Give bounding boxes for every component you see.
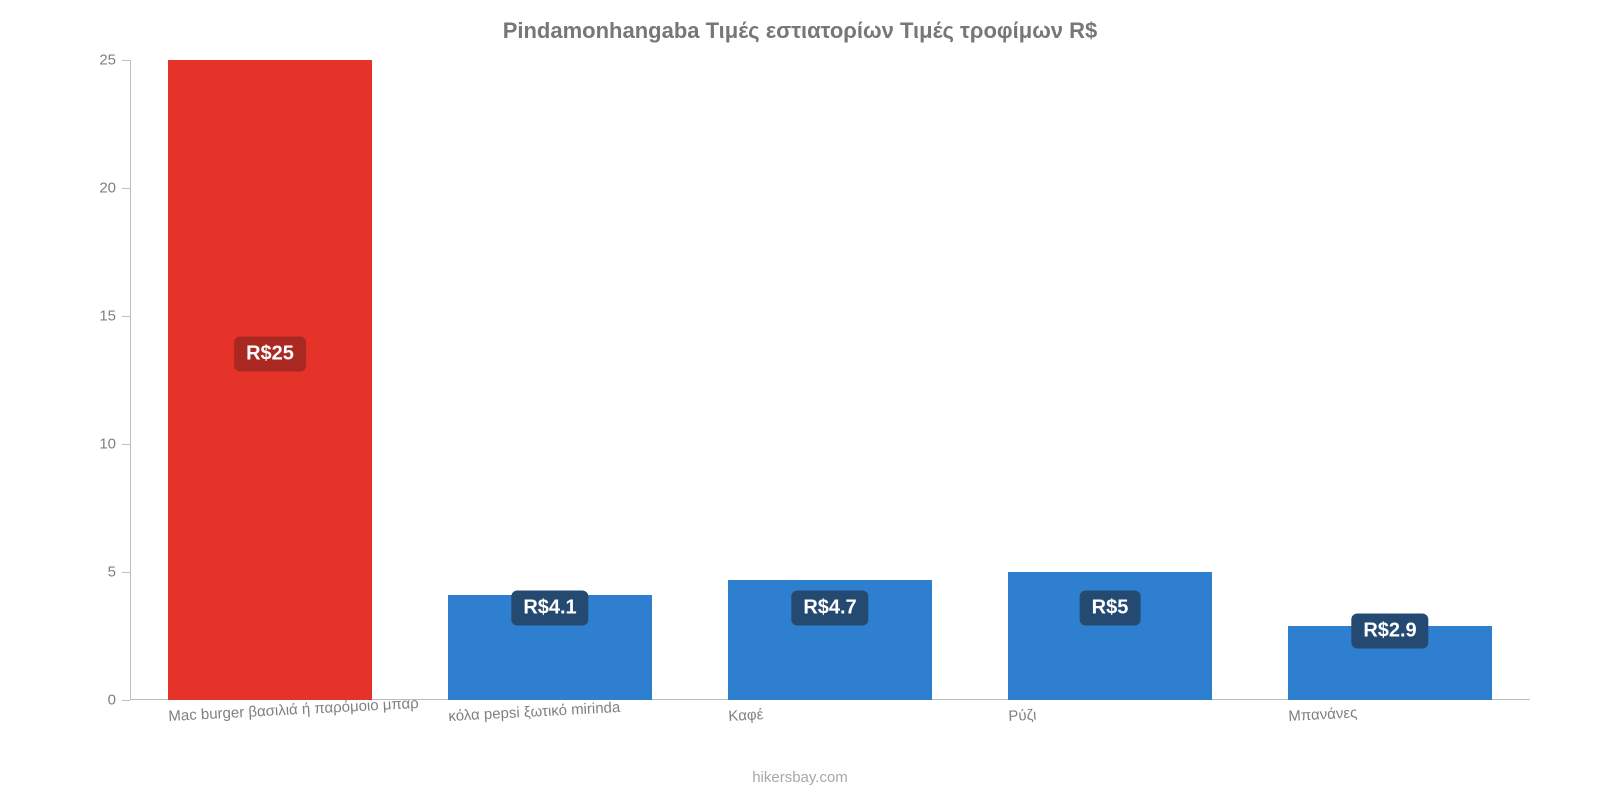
category-label: Μπανάνες bbox=[1288, 704, 1358, 725]
y-tick-label: 25 bbox=[99, 52, 130, 69]
value-badge: R$4.1 bbox=[511, 590, 588, 625]
attribution-text: hikersbay.com bbox=[0, 769, 1600, 786]
y-tick-label: 0 bbox=[108, 692, 130, 709]
value-badge: R$5 bbox=[1080, 590, 1141, 625]
category-label: Ρύζι bbox=[1008, 707, 1037, 725]
plot-area: 0510152025R$25Mac burger βασιλιά ή παρόμ… bbox=[130, 60, 1530, 700]
y-tick-label: 5 bbox=[108, 564, 130, 581]
chart-title: Pindamonhangaba Τιμές εστιατορίων Τιμές … bbox=[0, 18, 1600, 44]
value-badge: R$2.9 bbox=[1351, 613, 1428, 648]
y-tick-label: 20 bbox=[99, 180, 130, 197]
price-bar-chart: Pindamonhangaba Τιμές εστιατορίων Τιμές … bbox=[0, 0, 1600, 800]
category-label: Καφέ bbox=[728, 706, 764, 725]
value-badge: R$4.7 bbox=[791, 590, 868, 625]
y-axis-line bbox=[130, 60, 131, 700]
y-tick-label: 10 bbox=[99, 436, 130, 453]
value-badge: R$25 bbox=[234, 337, 306, 372]
category-label: κόλα pepsi ξωτικό mirinda bbox=[448, 699, 621, 725]
bar bbox=[168, 60, 372, 700]
y-tick-label: 15 bbox=[99, 308, 130, 325]
